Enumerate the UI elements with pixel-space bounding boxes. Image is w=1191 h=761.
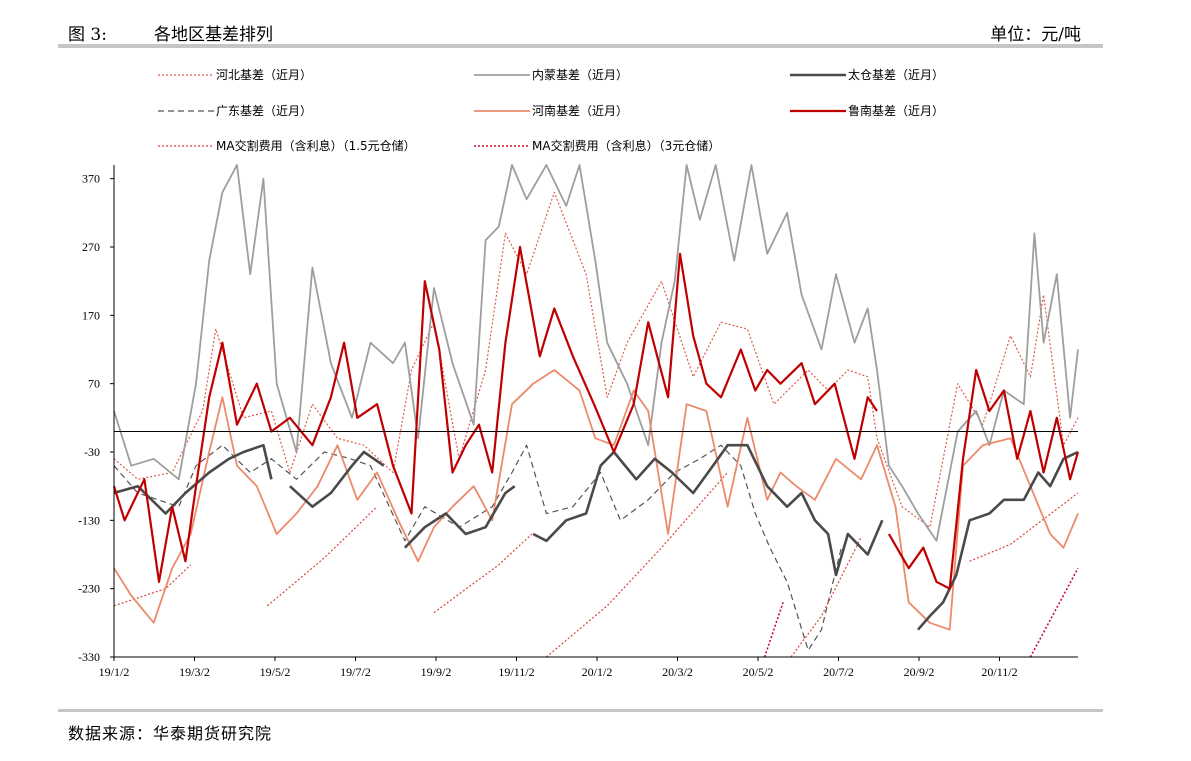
series-3-line-3	[433, 533, 533, 614]
series-5-group	[113, 369, 1079, 631]
y-tick-label: -230	[78, 582, 100, 596]
x-tick-label: 19/9/2	[421, 665, 452, 679]
y-tick-label: -130	[78, 513, 100, 527]
x-tick-label: 20/7/2	[823, 665, 854, 679]
unit-label: 单位：元/吨	[990, 25, 1081, 45]
series-4-legend-label: 内蒙基差（近月）	[532, 68, 628, 82]
series-1-legend-label: 河北基差（近月）	[216, 68, 312, 82]
series-3-line-4	[546, 472, 729, 658]
x-tick-label: 19/3/2	[179, 665, 210, 679]
series-3-line-2	[267, 506, 378, 607]
series-8-line-1	[112, 245, 878, 583]
series-2-line-1	[113, 444, 842, 651]
chart-legend: 河北基差（近月） 广东基差（近月） MA交割费用（含利息）（1.5元仓储） 内蒙基差（…	[158, 67, 944, 153]
series-5-legend-label: 河南基差（近月）	[532, 103, 628, 118]
series-4-group	[113, 164, 1079, 542]
x-tick-label: 20/5/2	[743, 665, 774, 679]
x-tick-label: 20/1/2	[582, 665, 613, 679]
x-tick-label: 19/1/2	[99, 665, 130, 679]
y-tick-label: 270	[82, 240, 100, 254]
series-5-line-1	[113, 369, 1079, 631]
series-3-line-6	[969, 492, 1079, 562]
series-7-line-2	[289, 450, 385, 508]
chart-title: 各地区基差排列	[154, 25, 273, 45]
y-tick-label: 70	[88, 377, 100, 391]
x-tick-label: 19/11/2	[498, 665, 534, 679]
y-tick-label: 370	[82, 172, 100, 186]
y-tick-label: -330	[78, 650, 100, 664]
x-tick-label: 20/9/2	[904, 665, 935, 679]
series-3-line-5	[790, 537, 862, 658]
series-6-line-1	[763, 602, 784, 658]
series-3-line-1	[113, 564, 192, 607]
series-1-line-1	[113, 191, 1079, 528]
series-1-group	[113, 191, 1079, 528]
data-source: 数据来源：华泰期货研究院	[68, 724, 273, 743]
series-7-line-5	[917, 450, 1079, 631]
series-6-group	[763, 567, 1079, 658]
series-6-line-2	[1029, 567, 1079, 658]
series-7-line-4	[532, 443, 884, 577]
x-tick-label: 19/7/2	[340, 665, 371, 679]
series-3-legend-label: MA交割费用（含利息）（1.5元仓储）	[216, 138, 416, 153]
series-2-legend-label: 广东基差（近月）	[216, 104, 312, 118]
figure-header: 图 3: 各地区基差排列	[68, 20, 273, 45]
x-tick-label: 19/5/2	[260, 665, 291, 679]
figure-label: 图 3:	[68, 25, 107, 45]
series-8-group	[112, 245, 1080, 590]
series-3-group	[113, 472, 1079, 658]
series-4-line-1	[113, 164, 1079, 542]
plot-area	[112, 164, 1080, 658]
y-tick-label: -30	[84, 445, 100, 459]
x-tick-label: 20/3/2	[662, 665, 693, 679]
x-tick-label: 20/11/2	[981, 665, 1017, 679]
bottom-divider	[58, 709, 1103, 712]
top-divider	[58, 44, 1103, 48]
series-8-legend-label: 鲁南基差（近月）	[848, 103, 944, 118]
y-tick-label: 170	[82, 308, 100, 322]
series-7-legend-label: 太仓基差（近月）	[848, 67, 944, 82]
series-2-group	[113, 444, 842, 651]
series-8-line-2	[887, 368, 1080, 590]
series-7-group	[113, 443, 1079, 631]
series-6-legend-label: MA交割费用（含利息）（3元仓储）	[532, 138, 720, 153]
series-7-line-3	[403, 485, 516, 549]
